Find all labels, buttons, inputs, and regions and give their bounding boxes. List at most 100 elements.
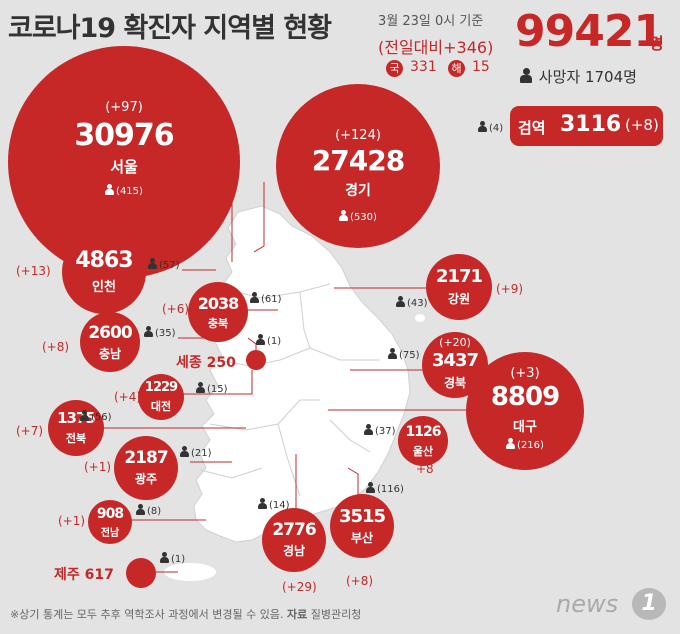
incheon-delta: (+13) [16,264,51,278]
region-name: 대전 [150,400,172,413]
region-gwangju: 2187 광주 [114,436,178,500]
region-name: 대구 [513,420,537,435]
region-count: 3515 [338,506,386,527]
person-icon [258,498,267,509]
footer-note: ※상기 통계는 모두 추후 역학조사 과정에서 변경될 수 있음. 자료 질병관… [10,606,361,622]
region-chungnam: 2600 충남 [80,312,140,372]
quarantine-delta: (+8) [625,116,659,134]
domestic-value: 331 [410,59,437,75]
region-delta: (+124) [335,128,381,143]
total-deaths: 사망자 1704명 [520,66,637,87]
leader-line-daejeon [182,370,253,395]
region-deaths-value: (415) [116,186,143,197]
person-icon [144,326,153,337]
daejeon-deaths-value: (15) [207,384,228,395]
region-deaths: (530) [276,210,440,223]
region-count: 2171 [435,266,483,287]
sejong-count: 250 [206,355,236,371]
region-name: 서울 [110,158,138,176]
gyeongnam-deaths: (14) [258,498,290,511]
region-busan: 3515 부산 [330,494,394,558]
footer-source: 질병관리청 [310,608,362,621]
ulsan-deaths-value: (37) [375,426,396,437]
incheon-deaths: (57) [148,258,180,271]
region-name: 광주 [134,472,158,486]
region-count: 2187 [124,448,168,468]
region-count: 1126 [405,424,442,440]
quarantine-box: 검역 3116 (+8) [510,106,663,146]
region-name: 경북 [443,376,467,390]
busan-deaths: (116) [366,482,404,495]
person-icon [136,504,145,515]
region-name: 경남 [282,544,306,558]
chungbuk-deaths-value: (61) [261,294,282,305]
region-delta: (+97) [105,100,143,115]
footer-note-text: ※상기 통계는 모두 추후 역학조사 과정에서 변경될 수 있음. [10,608,284,621]
sejong-name: 세종 [176,355,202,371]
border-line [227,283,331,299]
region-daegu: (+3) 8809 대구 (216) [466,352,584,470]
person-icon [520,68,532,83]
jeonbuk-deaths-value: (56) [91,412,112,423]
region-name: 울산 [412,445,434,458]
region-count: 8809 [490,382,560,412]
total-unit: 명 [649,34,664,53]
footer-source-label: 자료 [286,608,308,621]
region-name: 부산 [350,531,374,545]
quarantine-value: 3116 [560,112,622,137]
region-count: 30976 [74,118,174,153]
chungnam-deaths-value: (35) [155,328,176,339]
person-icon [366,482,375,493]
region-name: 경기 [345,183,371,199]
page-title: 코로나19 확진자 지역별 현황 [8,13,332,44]
region-deaths: (415) [8,184,240,197]
gangwon-deaths-value: (43) [407,298,428,309]
border-line [299,291,380,361]
jeonbuk-deaths: (56) [80,410,112,423]
chungbuk-delta: (+6) [162,302,190,316]
ulsan-deaths: (37) [364,424,396,437]
person-icon [256,334,265,345]
jeonnam-deaths-value: (8) [147,506,162,517]
region-chungbuk: 2038 충북 [188,282,248,342]
region-jeonnam: 908 전남 [88,500,132,544]
region-name: 인천 [92,280,116,295]
jeonnam-delta: (+1) [58,514,86,528]
chungnam-deaths: (35) [144,326,176,339]
region-count: 2776 [272,520,316,540]
total-cases: 99421 [515,6,664,57]
overseas-badge: 해 [448,60,465,77]
chungbuk-deaths: (61) [250,292,282,305]
region-count: 3437 [431,350,479,371]
region-name: 전남 [100,528,120,539]
person-icon [180,446,189,457]
region-count: 2038 [197,294,240,313]
chungnam-delta: (+8) [42,340,70,354]
domestic-badge: 국 [386,60,403,77]
reference-date: 3월 23일 0시 기준 [378,14,484,29]
total-deaths-text: 사망자 1704명 [538,68,637,86]
jeonnam-deaths: (8) [136,504,161,517]
border-line [329,419,371,453]
region-count: 27428 [311,144,405,177]
region-name: 충남 [98,347,122,361]
border-line [199,467,263,479]
busan-delta: (+8) [346,574,374,588]
gwangju-deaths: (21) [180,446,212,459]
person-icon [506,438,516,449]
jeju-island [164,563,216,581]
region-incheon: 4863 인천 [62,230,146,314]
daejeon-deaths: (15) [196,382,228,395]
ulleung-island [415,314,425,322]
jeju-name: 제주 [54,567,80,583]
person-icon [339,210,349,221]
region-sejong-dot [246,350,266,370]
region-jeonbuk: 1375 전북 [48,400,104,456]
person-icon [388,348,397,359]
region-jeju-dot [126,558,156,588]
region-delta: (+20) [439,336,471,349]
region-gyeongnam: 2776 경남 [262,508,326,572]
incheon-deaths-value: (57) [159,260,180,271]
region-count: 2600 [88,323,132,343]
